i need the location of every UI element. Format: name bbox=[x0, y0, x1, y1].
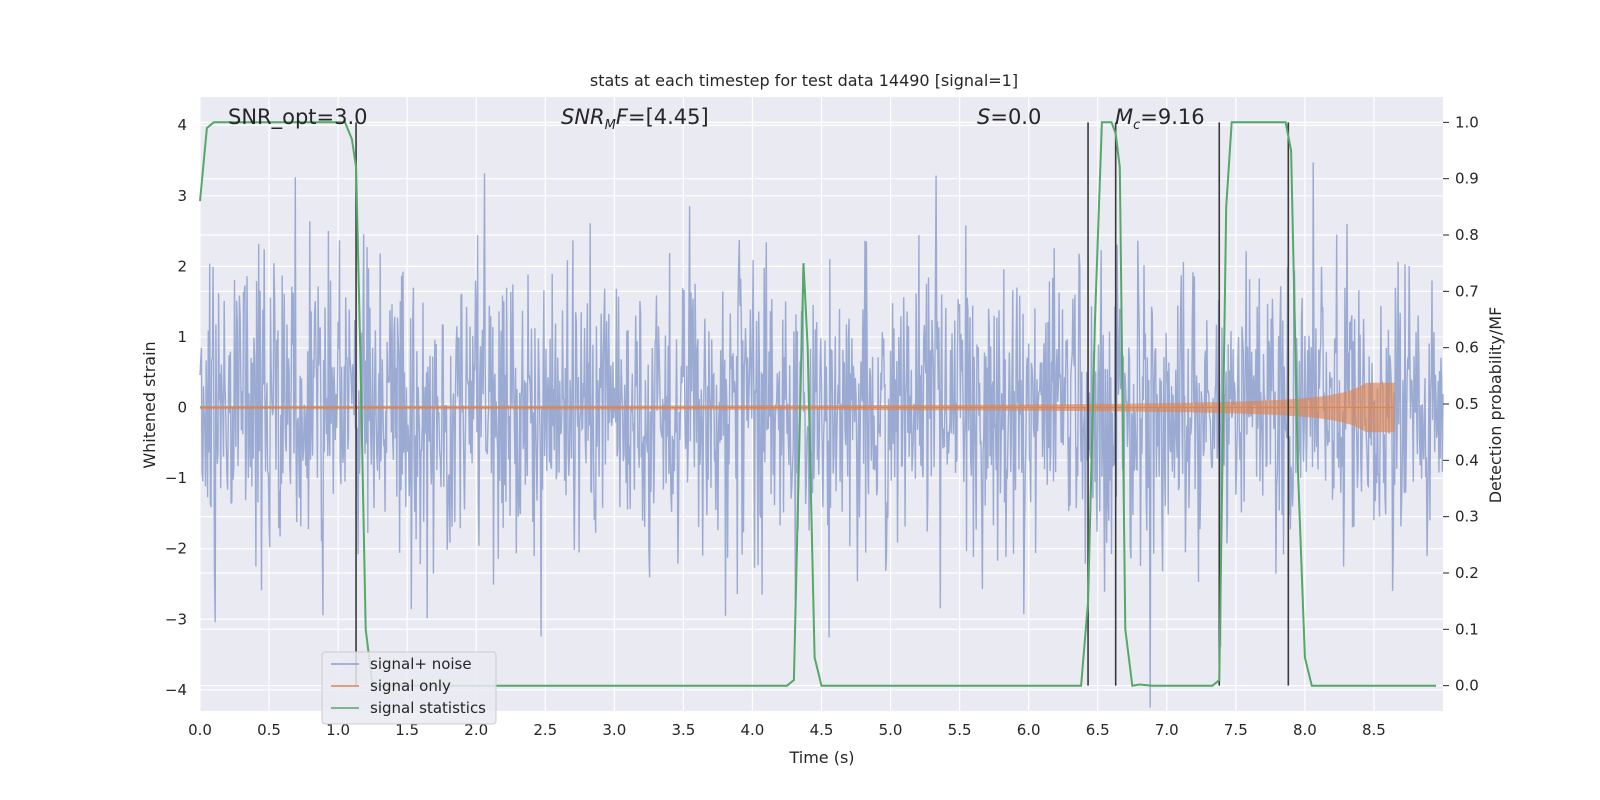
legend-label-signal-only: signal only bbox=[370, 677, 451, 695]
mc-value: =9.16 bbox=[1140, 105, 1204, 129]
x-tick-label: 4.5 bbox=[810, 721, 834, 739]
y2-tick-label: 1.0 bbox=[1455, 113, 1479, 131]
legend-label-signal-statistics: signal statistics bbox=[370, 699, 486, 717]
y2-tick-label: 0.0 bbox=[1455, 677, 1479, 695]
x-tick-label: 1.0 bbox=[326, 721, 350, 739]
snr-mf-value: = bbox=[628, 105, 646, 129]
annotation-snr-opt: SNR_opt=3.0 bbox=[228, 105, 368, 130]
x-tick-label: 5.5 bbox=[948, 721, 972, 739]
series-signal-statistics-line bbox=[199, 121, 1437, 687]
series-signal-noise-line bbox=[199, 162, 1444, 708]
y2-tick-label: 0.9 bbox=[1455, 170, 1479, 188]
annotation-mc: Mc=9.16 bbox=[1115, 105, 1205, 133]
y-tick-label: 0 bbox=[177, 399, 187, 417]
y2-tick-label: 0.1 bbox=[1455, 620, 1479, 638]
y2-tick-label: 0.4 bbox=[1455, 451, 1479, 469]
mc-subscript: c bbox=[1133, 118, 1140, 133]
x-axis-ticks: 0.0 0.5 1.0 1.5 2.0 2.5 3.0 3.5 4.0 4.5 5.0 5.5 6.0 6… bbox=[188, 721, 1386, 739]
x-tick-label: 3.5 bbox=[671, 721, 695, 739]
x-tick-label: 6.5 bbox=[1086, 721, 1110, 739]
y-axis-label: Whitened strain bbox=[140, 341, 159, 468]
y2-tick-label: 0.6 bbox=[1455, 339, 1479, 357]
annotation-snr-mf: SNRMF=[4.45] bbox=[561, 105, 709, 133]
x-tick-label: 8.0 bbox=[1293, 721, 1317, 739]
y-tick-label: 4 bbox=[177, 116, 187, 134]
x-tick-label: 2.0 bbox=[464, 721, 488, 739]
x-tick-label: 6.0 bbox=[1017, 721, 1041, 739]
chart-title: stats at each timestep for test data 144… bbox=[590, 71, 1018, 90]
snr-mf-subscript: M bbox=[605, 118, 616, 133]
y-tick-label: −4 bbox=[165, 681, 187, 699]
x-tick-label: 3.0 bbox=[602, 721, 626, 739]
grid-horizontal-left bbox=[200, 124, 1443, 691]
x-tick-label: 8.5 bbox=[1362, 721, 1386, 739]
x-tick-label: 4.0 bbox=[741, 721, 765, 739]
x-tick-label: 2.5 bbox=[533, 721, 557, 739]
x-tick-label: 0.5 bbox=[257, 721, 281, 739]
y-axis-ticks: −4 −3 −2 −1 0 1 2 3 4 bbox=[165, 116, 187, 699]
y-tick-label: −3 bbox=[165, 610, 187, 628]
x-tick-label: 1.5 bbox=[395, 721, 419, 739]
y2-tick-label: 0.5 bbox=[1455, 395, 1479, 413]
legend-label-signal-noise: signal+ noise bbox=[370, 655, 472, 673]
snr-mf-suffix: F bbox=[616, 105, 629, 129]
s-value: =0.0 bbox=[990, 105, 1041, 129]
plot-area bbox=[199, 121, 1444, 708]
s-symbol: S bbox=[977, 105, 990, 129]
legend-box bbox=[321, 651, 497, 725]
y2-tick-label: 0.3 bbox=[1455, 508, 1479, 526]
x-axis-label: Time (s) bbox=[788, 748, 854, 767]
snr-mf-symbol: SNR bbox=[561, 105, 605, 129]
y2-tick-label: 0.8 bbox=[1455, 226, 1479, 244]
mc-symbol: M bbox=[1115, 105, 1133, 129]
y2-axis-ticks: 0.0 0.1 0.2 0.3 0.4 0.5 0.6 0.7 0.8 0.9 1.0 bbox=[1443, 113, 1479, 695]
y2-tick-label: 0.7 bbox=[1455, 282, 1479, 300]
y2-tick-label: 0.2 bbox=[1455, 564, 1479, 582]
y-tick-label: −2 bbox=[165, 540, 187, 558]
x-tick-label: 5.0 bbox=[879, 721, 903, 739]
legend: signal+ noise signal only signal statist… bbox=[321, 651, 497, 725]
x-tick-label: 7.5 bbox=[1224, 721, 1248, 739]
annotation-s: S=0.0 bbox=[977, 105, 1041, 129]
y-tick-label: 2 bbox=[177, 257, 187, 275]
y2-axis-label: Detection probability/MF bbox=[1486, 307, 1505, 504]
y-tick-label: 3 bbox=[177, 187, 187, 205]
snr-mf-number: [4.45] bbox=[646, 105, 709, 129]
y-tick-label: 1 bbox=[177, 328, 187, 346]
y-tick-label: −1 bbox=[165, 469, 187, 487]
x-tick-label: 7.0 bbox=[1155, 721, 1179, 739]
x-tick-label: 0.0 bbox=[188, 721, 212, 739]
